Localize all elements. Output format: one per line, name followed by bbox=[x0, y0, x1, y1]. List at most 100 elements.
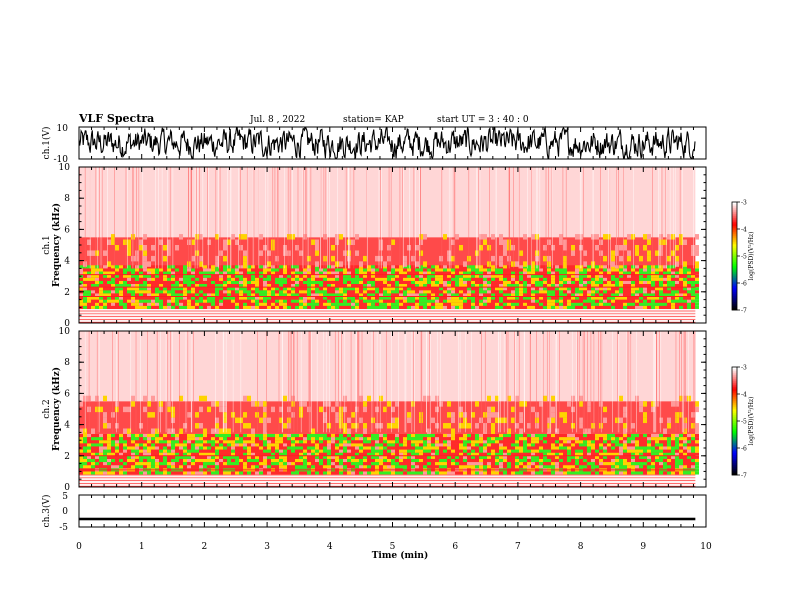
spectrogram-cell bbox=[567, 305, 571, 309]
spectrogram-cell bbox=[111, 458, 115, 463]
colorbar-segment bbox=[732, 272, 737, 275]
spectrogram-cell bbox=[403, 440, 407, 444]
spectrogram-cell bbox=[379, 277, 383, 281]
spectrogram-cell bbox=[287, 234, 291, 240]
spectrogram-cell bbox=[619, 433, 623, 438]
spectrogram-cell bbox=[407, 271, 411, 275]
spectrogram-cell bbox=[623, 302, 627, 306]
spectrogram-cell bbox=[631, 274, 635, 278]
spectrogram-cell bbox=[567, 443, 571, 447]
spectrogram-cell bbox=[387, 449, 391, 453]
spectrogram-cell bbox=[399, 449, 403, 453]
spectrogram-cell bbox=[195, 471, 199, 475]
spectrogram-cell bbox=[391, 406, 395, 413]
spectrogram-cell bbox=[287, 433, 291, 438]
spectrogram-cell bbox=[619, 293, 623, 297]
spectrogram-cell bbox=[471, 305, 475, 309]
spectrogram-cell bbox=[95, 265, 99, 269]
spectrogram-cell bbox=[267, 284, 271, 288]
spectrogram-cell bbox=[379, 305, 383, 309]
spectrogram-cell bbox=[583, 280, 587, 284]
spectrogram-cell bbox=[619, 455, 623, 459]
spectrogram-cell bbox=[527, 265, 531, 269]
spec-ytick-label: 2 bbox=[64, 288, 70, 298]
spectrogram-cell bbox=[447, 277, 451, 281]
spectrogram-cell bbox=[543, 296, 547, 300]
spectrogram-cell bbox=[375, 437, 379, 441]
spectrogram-cell bbox=[307, 433, 311, 438]
spectrogram-cell bbox=[475, 449, 479, 453]
spectrogram-cell bbox=[483, 471, 487, 475]
spectrogram-cell bbox=[579, 290, 583, 294]
spectrogram-cell bbox=[143, 250, 147, 256]
spectrogram-cell bbox=[299, 465, 303, 469]
spectrogram-cell bbox=[95, 302, 99, 306]
spectrogram-cell bbox=[535, 437, 539, 441]
spectrogram-cell bbox=[175, 452, 179, 456]
spectrogram-cell bbox=[191, 287, 195, 291]
spectrogram-cell bbox=[651, 271, 655, 275]
spectrogram-cell bbox=[363, 471, 367, 475]
spectrogram-cell bbox=[247, 265, 251, 269]
spectrogram-cell bbox=[235, 239, 239, 245]
spectrogram-cell bbox=[183, 305, 187, 309]
spectrogram-cell bbox=[547, 268, 551, 272]
spectrogram-cell bbox=[227, 265, 231, 269]
spectrogram-cell bbox=[143, 299, 147, 303]
spectrogram-cell bbox=[447, 471, 451, 475]
spectrogram-cell bbox=[427, 284, 431, 288]
spectrogram-cell bbox=[447, 443, 451, 447]
spectrogram-cell bbox=[459, 268, 463, 272]
spectrogram-cell bbox=[627, 446, 631, 450]
spectrogram-cell bbox=[187, 274, 191, 278]
spectrogram-cell bbox=[539, 440, 543, 444]
spectrogram-cell bbox=[171, 293, 175, 297]
spectrogram-cell bbox=[187, 299, 191, 303]
spectrogram-cell bbox=[399, 284, 403, 288]
spectrogram-cell bbox=[503, 452, 507, 456]
spectrogram-cell bbox=[167, 458, 171, 463]
spectrogram-cell bbox=[583, 428, 587, 434]
spectrogram-cell bbox=[395, 437, 399, 441]
spectrogram-cell bbox=[323, 299, 327, 303]
spectrogram-cell bbox=[131, 280, 135, 284]
spectrogram-cell bbox=[199, 296, 203, 300]
spectrogram-cell bbox=[343, 471, 347, 475]
spectrogram-cell bbox=[87, 299, 91, 303]
colorbar-segment bbox=[732, 250, 737, 253]
spectrogram-cell bbox=[315, 462, 319, 466]
spectrogram-cell bbox=[323, 401, 327, 407]
spectrogram-cell bbox=[255, 471, 259, 475]
spectrogram-cell bbox=[311, 302, 315, 306]
spectrogram-cell bbox=[303, 287, 307, 291]
spectrogram-cell bbox=[207, 471, 211, 475]
spectrogram-cell bbox=[355, 406, 359, 413]
spectrogram-cell bbox=[663, 302, 667, 306]
spectrogram-cell bbox=[143, 465, 147, 469]
colorbar-label: log(PSD)(V²/Hz) bbox=[748, 232, 755, 281]
spectrogram-cell bbox=[571, 465, 575, 469]
spectrogram-cell bbox=[87, 443, 91, 447]
spectrogram-cell bbox=[299, 462, 303, 466]
spectrogram-cell bbox=[635, 290, 639, 294]
spectrogram-cell bbox=[431, 271, 435, 275]
spectrogram-cell bbox=[519, 274, 523, 278]
spectrogram-cell bbox=[331, 437, 335, 441]
spectrogram-cell bbox=[575, 305, 579, 309]
spectrogram-cell bbox=[303, 302, 307, 306]
spectrogram-cell bbox=[223, 280, 227, 284]
spectrogram-cell bbox=[539, 265, 543, 269]
spectrogram-cell bbox=[107, 299, 111, 303]
spectrogram-cell bbox=[583, 290, 587, 294]
spectrogram-cell bbox=[487, 293, 491, 297]
colorbar-segment bbox=[732, 256, 737, 259]
spectrogram-cell bbox=[307, 471, 311, 475]
spectrogram-cell bbox=[235, 440, 239, 444]
spectrogram-cell bbox=[383, 271, 387, 275]
spectrogram-cell bbox=[375, 277, 379, 281]
spectrogram-cell bbox=[615, 296, 619, 300]
spectrogram-cell bbox=[111, 471, 115, 475]
spectrogram-cell bbox=[163, 265, 167, 269]
spectrogram-cell bbox=[411, 446, 415, 450]
spectrogram-cell bbox=[547, 437, 551, 441]
